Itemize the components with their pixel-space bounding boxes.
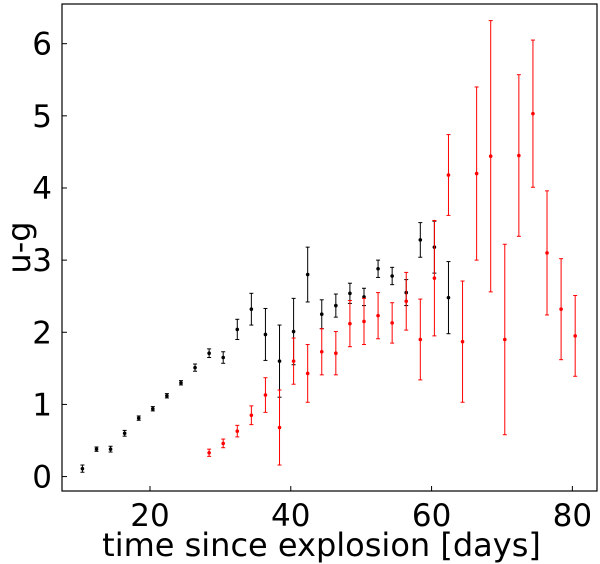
data-point [165, 393, 169, 398]
data-point [319, 312, 324, 317]
y-tick-label: 4 [32, 171, 52, 207]
data-point [390, 321, 394, 325]
data-point [446, 173, 451, 177]
chart-marks [80, 20, 578, 473]
data-point [531, 111, 535, 116]
data-point [277, 425, 282, 430]
x-tick-label: 20 [130, 498, 169, 534]
x-axis-label: time since explosion [days] [102, 526, 541, 564]
data-point [390, 274, 394, 278]
y-tick-label: 6 [32, 27, 52, 63]
data-point [488, 154, 493, 159]
y-tick-label: 0 [32, 460, 52, 496]
data-point [517, 153, 521, 158]
data-point [235, 429, 240, 433]
data-point [151, 406, 155, 411]
data-point [291, 329, 296, 334]
data-point [122, 431, 127, 436]
data-point [263, 332, 268, 337]
data-point [348, 291, 352, 296]
data-point [502, 337, 507, 342]
data-point [446, 295, 451, 300]
data-point [263, 393, 268, 397]
data-point [277, 359, 282, 363]
data-point [207, 351, 211, 355]
data-point [362, 295, 366, 299]
data-point [207, 450, 211, 455]
data-point [319, 349, 324, 354]
data-point [432, 276, 437, 280]
data-point [305, 272, 310, 277]
data-point [348, 321, 352, 326]
series-1 [80, 220, 451, 473]
y-tick-label: 5 [32, 99, 52, 135]
data-point [221, 441, 226, 446]
data-point [362, 319, 366, 324]
data-point [249, 307, 254, 311]
data-point [376, 266, 380, 271]
series-2 [207, 20, 578, 466]
data-point [235, 327, 240, 332]
data-point [80, 466, 85, 471]
plot-frame [61, 3, 598, 492]
data-point [460, 339, 465, 344]
data-point [108, 447, 113, 451]
data-point [249, 413, 254, 418]
data-point [193, 365, 197, 370]
x-tick-label: 60 [412, 498, 451, 534]
data-point [94, 447, 99, 451]
data-point [404, 299, 409, 304]
data-point [221, 355, 226, 360]
data-point [136, 416, 141, 420]
data-point [474, 171, 479, 176]
data-point [334, 351, 338, 355]
x-tick-label: 80 [553, 498, 592, 534]
data-point [179, 380, 183, 385]
data-point [334, 303, 338, 308]
data-point [418, 337, 423, 342]
y-tick-label: 3 [32, 243, 52, 279]
data-point [559, 307, 563, 311]
y-axis-label: u-g [0, 221, 38, 273]
x-tick-label: 40 [271, 498, 310, 534]
data-point [376, 313, 380, 318]
data-point [418, 238, 423, 242]
y-tick-label: 2 [32, 315, 52, 351]
data-point [305, 371, 310, 376]
chart-ticks: 20 40 60 80 0 1 2 3 4 5 6 [32, 27, 592, 534]
data-point [573, 334, 577, 338]
data-point [291, 359, 296, 363]
data-point [545, 251, 549, 255]
y-tick-label: 1 [32, 387, 52, 423]
